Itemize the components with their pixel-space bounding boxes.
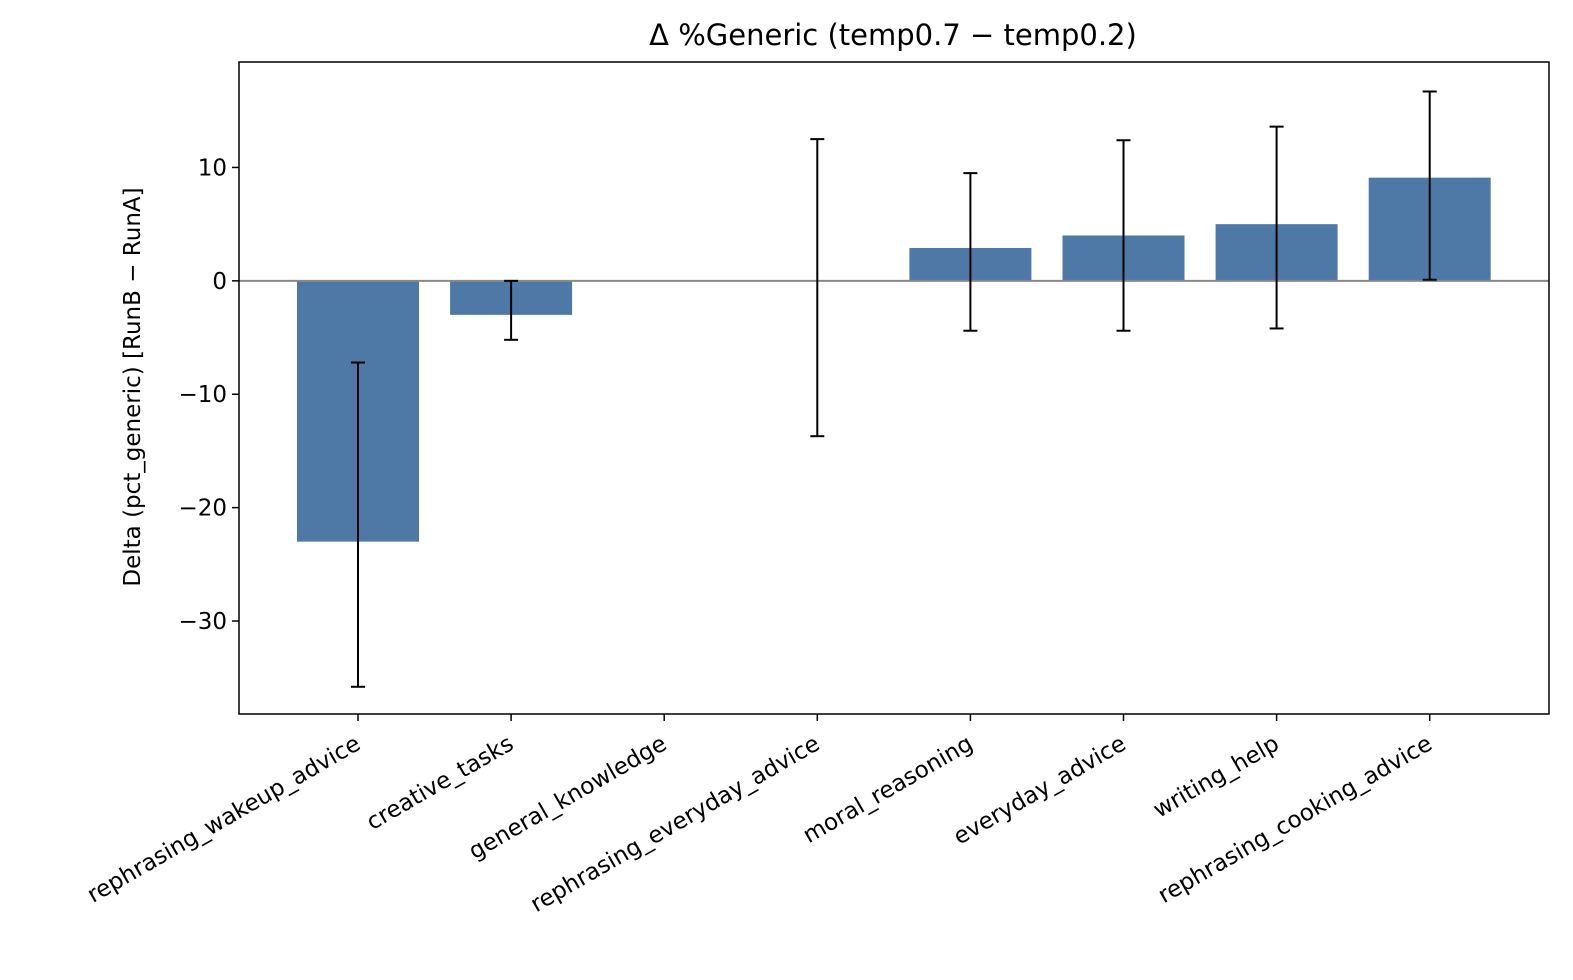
error-bar-rephrasing_everyday_advice (810, 138, 825, 438)
error-bar-writing_help (1269, 125, 1284, 330)
plot-frame (238, 61, 1550, 715)
x-tick-label: everyday_advice (949, 731, 1130, 851)
y-tick-label: −30 (178, 609, 227, 635)
plot-area (239, 90, 1549, 688)
y-tick-label: −10 (178, 382, 227, 408)
x-tick-label: rephrasing_cooking_advice (1154, 731, 1437, 909)
error-bar-creative_tasks (504, 279, 519, 341)
y-tick-label: −20 (178, 496, 227, 522)
x-tick-label: rephrasing_wakeup_advice (83, 731, 365, 909)
chart-title: Δ %Generic (temp0.7 − temp0.2) (649, 18, 1137, 52)
x-tick-label: writing_help (1149, 731, 1284, 824)
error-bar-everyday_advice (1116, 139, 1131, 332)
x-tick-label: rephrasing_everyday_advice (526, 731, 824, 918)
y-tick-label: 10 (198, 155, 227, 181)
error-bar-rephrasing_wakeup_advice (351, 361, 365, 688)
error-bar-moral_reasoning (963, 172, 978, 332)
y-tick-label: 0 (212, 269, 227, 295)
y-axis-label: Delta (pct_generic) [RunB − RunA] (120, 187, 146, 586)
x-tick-label: creative_tasks (362, 731, 518, 836)
error-bar-rephrasing_cooking_advice (1422, 90, 1437, 281)
